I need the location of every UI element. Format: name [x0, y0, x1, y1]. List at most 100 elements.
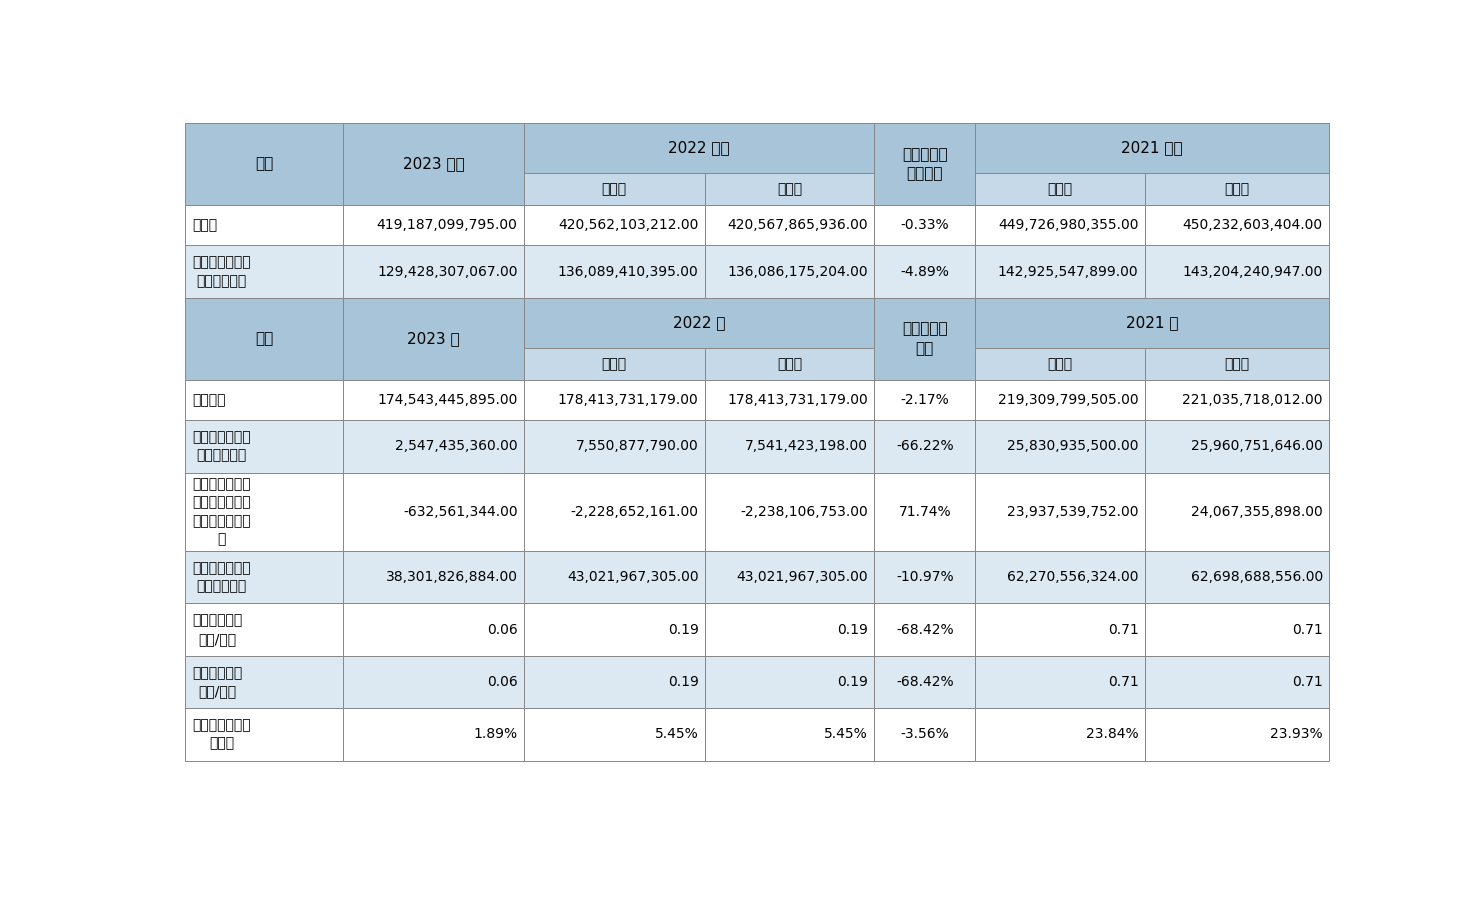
Bar	[185, 380, 343, 420]
Bar	[523, 473, 705, 551]
Text: 项目: 项目	[254, 332, 273, 346]
Text: 129,428,307,067.00: 129,428,307,067.00	[377, 265, 517, 278]
Bar	[343, 473, 523, 551]
Bar	[185, 551, 343, 604]
Bar	[343, 380, 523, 420]
Bar	[975, 473, 1144, 551]
Text: -2,228,652,161.00: -2,228,652,161.00	[571, 504, 699, 519]
Bar	[343, 420, 523, 473]
Bar	[975, 298, 1329, 348]
Text: -68.42%: -68.42%	[896, 623, 953, 636]
Text: 7,541,423,198.00: 7,541,423,198.00	[745, 439, 868, 454]
Text: 0.71: 0.71	[1292, 623, 1323, 636]
Text: 5.45%: 5.45%	[825, 727, 868, 742]
Text: 221,035,718,012.00: 221,035,718,012.00	[1182, 393, 1323, 407]
Bar	[705, 708, 875, 761]
Text: 0.19: 0.19	[668, 623, 699, 636]
Bar	[1144, 551, 1329, 604]
Bar	[705, 245, 875, 298]
Bar	[523, 205, 705, 245]
Bar	[705, 473, 875, 551]
Text: 136,086,175,204.00: 136,086,175,204.00	[727, 265, 868, 278]
Text: 调整后: 调整后	[1224, 182, 1249, 196]
Bar	[523, 245, 705, 298]
Bar	[875, 604, 975, 655]
Text: 0.71: 0.71	[1107, 623, 1138, 636]
Text: 420,562,103,212.00: 420,562,103,212.00	[559, 218, 699, 233]
Bar	[975, 245, 1144, 298]
Bar	[523, 420, 705, 473]
Text: 7,550,877,790.00: 7,550,877,790.00	[576, 439, 699, 454]
Bar	[343, 245, 523, 298]
Text: 调整后: 调整后	[777, 357, 803, 371]
Text: 178,413,731,179.00: 178,413,731,179.00	[727, 393, 868, 407]
Bar	[975, 604, 1144, 655]
Bar	[185, 655, 343, 708]
Text: 0.06: 0.06	[486, 623, 517, 636]
Bar	[523, 655, 705, 708]
Text: 0.71: 0.71	[1107, 675, 1138, 689]
Text: 23.84%: 23.84%	[1086, 727, 1138, 742]
Text: 0.19: 0.19	[668, 675, 699, 689]
Text: 调整前: 调整前	[602, 357, 627, 371]
Bar	[343, 551, 523, 604]
Bar	[185, 473, 343, 551]
Text: 419,187,099,795.00: 419,187,099,795.00	[377, 218, 517, 233]
Text: -68.42%: -68.42%	[896, 675, 953, 689]
Text: 62,698,688,556.00: 62,698,688,556.00	[1191, 570, 1323, 584]
Bar	[875, 708, 975, 761]
Bar	[875, 655, 975, 708]
Bar	[705, 348, 875, 380]
Text: 2023 年末: 2023 年末	[402, 156, 464, 172]
Text: 174,543,445,895.00: 174,543,445,895.00	[377, 393, 517, 407]
Bar	[1144, 473, 1329, 551]
Bar	[343, 708, 523, 761]
Bar	[1144, 604, 1329, 655]
Bar	[185, 708, 343, 761]
Text: 加权平均净资产
收益率: 加权平均净资产 收益率	[192, 718, 251, 751]
Bar	[705, 420, 875, 473]
Bar	[705, 604, 875, 655]
Bar	[975, 708, 1144, 761]
Bar	[523, 380, 705, 420]
Bar	[1144, 708, 1329, 761]
Bar	[705, 380, 875, 420]
Text: 23,937,539,752.00: 23,937,539,752.00	[1007, 504, 1138, 519]
Bar	[343, 123, 523, 205]
Text: 23.93%: 23.93%	[1270, 727, 1323, 742]
Text: -66.22%: -66.22%	[896, 439, 953, 454]
Bar	[705, 173, 875, 205]
Text: 稀释每股收益
（元/股）: 稀释每股收益 （元/股）	[192, 665, 242, 698]
Bar	[1144, 420, 1329, 473]
Text: 本年比上年
增减: 本年比上年 增减	[902, 322, 947, 356]
Text: 2023 年: 2023 年	[408, 332, 460, 346]
Text: 43,021,967,305.00: 43,021,967,305.00	[568, 570, 699, 584]
Text: 136,089,410,395.00: 136,089,410,395.00	[557, 265, 699, 278]
Text: 0.06: 0.06	[486, 675, 517, 689]
Bar	[185, 298, 343, 380]
Bar	[1144, 348, 1329, 380]
Text: 2021 年末: 2021 年末	[1122, 141, 1182, 155]
Text: 2,547,435,360.00: 2,547,435,360.00	[395, 439, 517, 454]
Text: 调整后: 调整后	[1224, 357, 1249, 371]
Bar	[975, 380, 1144, 420]
Text: 调整前: 调整前	[1048, 182, 1073, 196]
Bar	[523, 298, 875, 348]
Bar	[185, 245, 343, 298]
Bar	[875, 380, 975, 420]
Text: 0.71: 0.71	[1292, 675, 1323, 689]
Bar	[523, 604, 705, 655]
Bar	[1144, 173, 1329, 205]
Text: 71.74%: 71.74%	[899, 504, 950, 519]
Text: -10.97%: -10.97%	[896, 570, 953, 584]
Text: 25,830,935,500.00: 25,830,935,500.00	[1007, 439, 1138, 454]
Bar	[523, 348, 705, 380]
Text: 基本每股收益
（元/股）: 基本每股收益 （元/股）	[192, 614, 242, 645]
Bar	[975, 173, 1144, 205]
Bar	[875, 420, 975, 473]
Bar	[523, 173, 705, 205]
Bar	[523, 123, 875, 173]
Bar	[705, 551, 875, 604]
Text: 43,021,967,305.00: 43,021,967,305.00	[736, 570, 868, 584]
Bar	[1144, 380, 1329, 420]
